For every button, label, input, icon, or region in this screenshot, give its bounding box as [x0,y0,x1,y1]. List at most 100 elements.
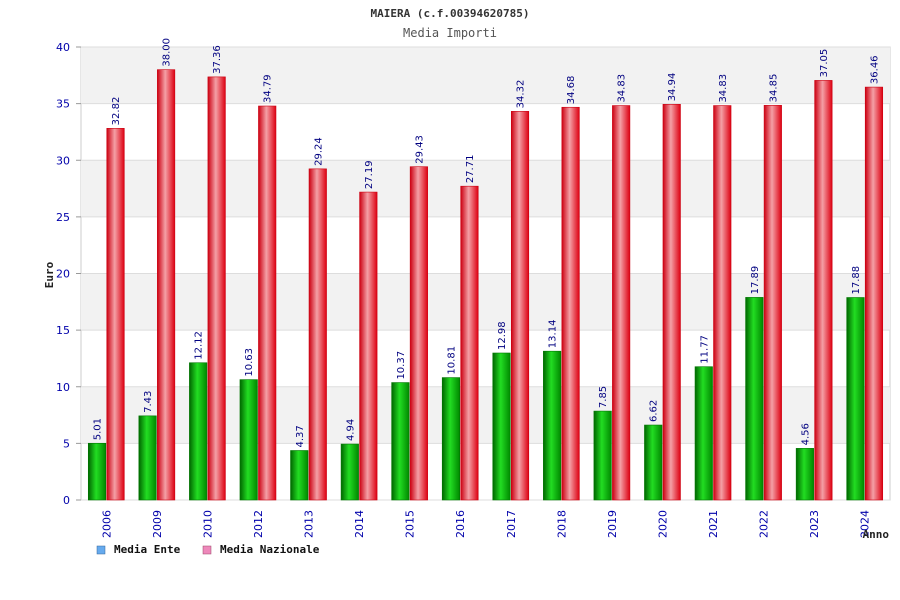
bar-media-ente-2021 [694,366,713,501]
bar-media-ente-2022 [745,297,764,501]
data-label-media-nazionale-2013: 29.24 [313,137,324,166]
y-tick-label: 30 [56,154,70,167]
data-label-media-ente-2024: 17.88 [851,266,862,295]
data-label-media-ente-2012: 10.63 [244,348,255,377]
legend: Media Ente Media Nazionale [96,543,320,556]
x-tick-label-2020: 2020 [656,510,669,538]
x-tick-label-2014: 2014 [353,510,366,538]
bar-media-nazionale-2023 [814,80,833,501]
y-axis-label: Euro [43,261,56,288]
bar-media-ente-2013 [290,450,309,501]
x-axis-label: Anno [863,528,890,541]
bar-media-ente-2016 [441,377,461,501]
bar-media-nazionale-2019 [612,105,631,501]
data-labels: 5.01 32.82 7.43 38.00 12.12 37.36 10.63 34.79 4.… [93,38,881,448]
x-tick-label-2013: 2013 [303,510,316,538]
y-tick-label: 20 [56,268,70,281]
data-label-media-nazionale-2006: 32.82 [111,97,122,126]
data-label-media-nazionale-2018: 34.68 [566,76,577,105]
bar-media-nazionale-2018 [561,106,580,501]
bar-media-nazionale-2020 [662,104,681,501]
data-label-media-ente-2010: 12.12 [194,331,205,360]
data-label-media-ente-2009: 7.43 [143,391,154,413]
data-label-media-ente-2018: 13.14 [548,320,559,349]
data-label-media-ente-2019: 7.85 [598,386,609,408]
x-tick-label-2012: 2012 [252,510,265,538]
bar-media-ente-2024 [846,297,865,501]
data-label-media-nazionale-2020: 34.94 [667,73,678,102]
bar-media-nazionale-2012 [258,105,277,501]
x-tick-label-2015: 2015 [404,510,417,538]
data-label-media-ente-2015: 10.37 [396,351,407,380]
x-tick-label-2017: 2017 [505,510,518,538]
y-tick-label: 5 [63,437,70,450]
bar-media-ente-2015 [391,382,410,501]
data-label-media-ente-2014: 4.94 [345,419,356,441]
data-label-media-ente-2020: 6.62 [649,400,660,422]
data-label-media-ente-2006: 5.01 [93,418,104,440]
bar-media-nazionale-2014 [359,191,378,501]
y-axis-ticks: 0 5 10 15 20 25 30 35 40 [56,41,81,507]
y-tick-label: 0 [63,494,70,507]
x-tick-label-2016: 2016 [454,510,467,538]
bar-media-ente-2018 [543,350,562,501]
data-label-media-nazionale-2012: 34.79 [263,74,274,103]
bar-media-ente-2009 [138,415,157,501]
data-label-media-ente-2022: 17.89 [750,266,761,295]
bar-media-nazionale-2021 [713,105,732,501]
bar-media-nazionale-2016 [460,185,479,501]
data-label-media-nazionale-2016: 27.71 [465,155,476,184]
x-tick-label-2009: 2009 [151,510,164,538]
y-tick-label: 40 [56,41,70,54]
bar-media-ente-2019 [593,410,612,501]
chart-title: MAIERA (c.f.00394620785) [371,7,530,20]
bar-media-nazionale-2013 [308,168,327,501]
x-tick-label-2006: 2006 [100,510,113,538]
data-label-media-nazionale-2024: 36.46 [869,55,880,84]
bar-media-ente-2012 [239,379,258,501]
y-tick-label: 15 [56,324,70,337]
x-tick-label-2019: 2019 [606,510,619,538]
legend-label-media-nazionale: Media Nazionale [220,543,320,556]
data-label-media-nazionale-2015: 29.43 [414,135,425,164]
legend-label-media-ente: Media Ente [114,543,181,556]
legend-swatch-media-nazionale [202,545,212,555]
x-tick-label-2021: 2021 [707,510,720,538]
bars [87,69,884,501]
bar-media-nazionale-2010 [207,76,226,501]
bar-media-ente-2023 [795,448,814,501]
data-label-media-nazionale-2017: 34.32 [516,80,527,109]
chart-subtitle: Media Importi [403,26,497,40]
data-label-media-nazionale-2021: 34.83 [718,74,729,103]
bar-media-nazionale-2009 [157,69,176,501]
bar-media-nazionale-2017 [510,111,530,501]
bar-media-ente-2006 [87,442,107,501]
data-label-media-ente-2016: 10.81 [446,346,457,375]
data-label-media-ente-2017: 12.98 [497,321,508,350]
bar-media-ente-2010 [189,362,208,501]
data-label-media-nazionale-2009: 38.00 [162,38,173,67]
bar-media-nazionale-2024 [864,86,884,501]
y-tick-label: 10 [56,381,70,394]
bar-media-nazionale-2015 [409,166,428,501]
data-label-media-ente-2023: 4.56 [800,423,811,445]
data-label-media-nazionale-2019: 34.83 [617,74,628,103]
bar-media-ente-2014 [340,443,359,501]
x-tick-label-2010: 2010 [201,510,214,538]
data-label-media-nazionale-2014: 27.19 [364,160,375,189]
data-label-media-ente-2021: 11.77 [699,335,710,364]
bar-media-nazionale-2006 [106,128,125,501]
y-tick-label: 35 [56,98,70,111]
bar-media-nazionale-2022 [763,105,782,501]
legend-swatch-media-ente [96,545,106,555]
y-tick-label: 25 [56,211,70,224]
x-axis-ticks: 2006 2009 2010 2012 2013 2014 2015 2016 2017 2018… [100,510,871,538]
data-label-media-nazionale-2022: 34.85 [768,74,779,103]
bar-media-ente-2020 [644,424,663,501]
bar-media-ente-2017 [492,352,511,501]
data-label-media-nazionale-2023: 37.05 [819,49,830,78]
x-tick-label-2023: 2023 [808,510,821,538]
data-label-media-nazionale-2010: 37.36 [212,45,223,74]
x-tick-label-2022: 2022 [758,510,771,538]
